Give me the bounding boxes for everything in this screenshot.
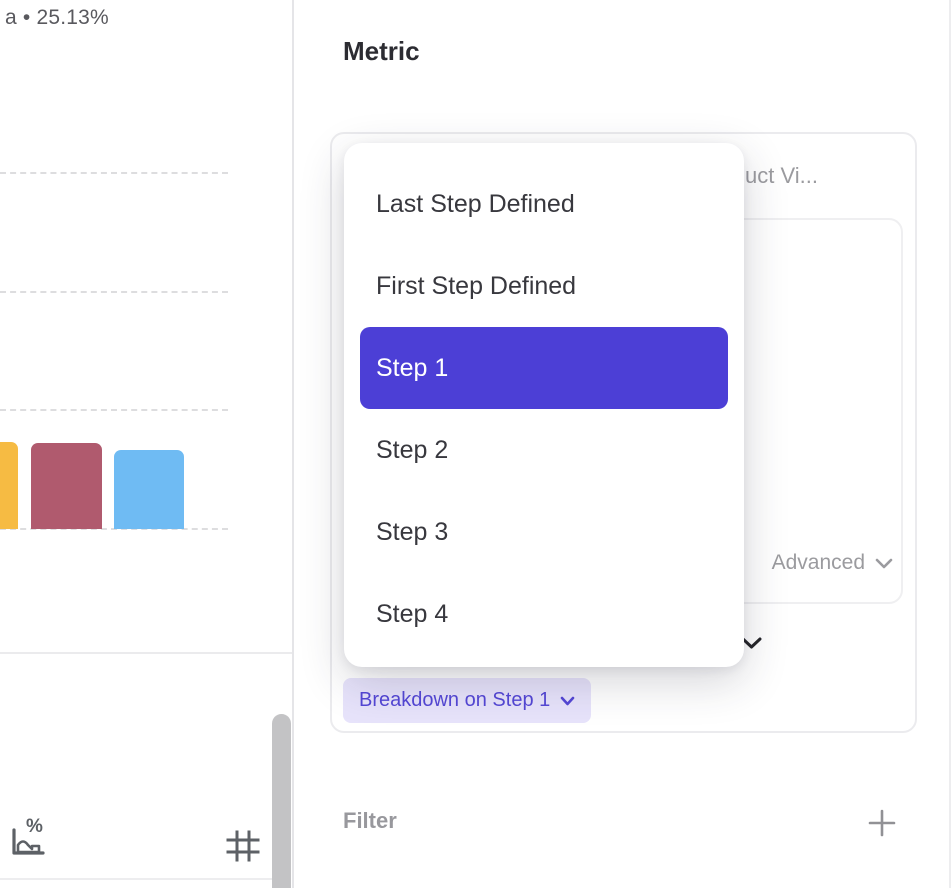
filter-section-heading: Filter (343, 808, 397, 833)
panel-vertical-divider (292, 0, 294, 888)
chart-gridline (0, 409, 228, 411)
funnel-percent-chart-icon[interactable]: % (7, 816, 47, 860)
svg-text:%: % (26, 816, 43, 837)
chart-baseline (0, 528, 228, 530)
bar-segment-maroon[interactable] (31, 443, 102, 529)
bar-segment-blue[interactable] (114, 450, 184, 529)
bar-segment-yellow[interactable] (0, 442, 18, 529)
dropdown-option-step-4[interactable]: Step 4 (376, 599, 449, 628)
metric-section-heading: Metric (343, 36, 420, 66)
chevron-down-icon (875, 558, 893, 569)
chart-gridline (0, 172, 228, 174)
chart-gridline (0, 291, 228, 293)
bar-chart (0, 0, 240, 529)
hash-grid-icon[interactable] (225, 830, 261, 862)
event-name-truncated[interactable]: uct Vi... (745, 163, 818, 188)
advanced-label: Advanced (771, 551, 865, 574)
breakdown-on-step-button[interactable]: Breakdown on Step 1 (343, 678, 592, 723)
panel-bottom-border (0, 878, 272, 880)
panel-horizontal-divider (0, 652, 293, 654)
vertical-scrollbar-thumb[interactable] (272, 714, 291, 888)
chart-panel: a • 25.13% % (0, 0, 293, 888)
dropdown-option-step-1-selected[interactable]: Step 1 (360, 327, 728, 409)
legend-partial-label: a • 25.13% (5, 6, 109, 29)
window-right-border (949, 0, 951, 888)
add-filter-plus-icon[interactable] (867, 808, 897, 838)
breakdown-button-label: Breakdown on Step 1 (359, 689, 551, 711)
advanced-toggle[interactable]: Advanced (772, 551, 893, 575)
dropdown-option-first-step-defined[interactable]: First Step Defined (376, 271, 577, 300)
step-selector-dropdown: Last Step Defined First Step Defined Ste… (344, 143, 744, 667)
dropdown-option-step-3[interactable]: Step 3 (376, 517, 449, 546)
dropdown-option-step-2[interactable]: Step 2 (376, 435, 449, 464)
chevron-down-icon (560, 696, 575, 706)
chevron-down-icon[interactable] (741, 637, 762, 650)
dropdown-option-last-step-defined[interactable]: Last Step Defined (376, 189, 575, 218)
